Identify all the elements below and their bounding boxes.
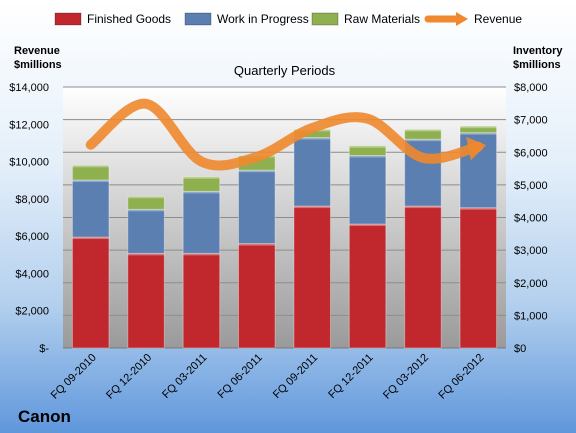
bar-highlight (183, 253, 220, 256)
legend-arrow (456, 12, 468, 26)
bar-highlight (404, 129, 442, 132)
bar-highlight (72, 165, 109, 168)
revenue-line (85, 98, 484, 171)
left-tick-label: $12,000 (9, 119, 49, 131)
bar-work-in-progress (238, 169, 276, 245)
x-axis-ticks: FQ 09-2010 FQ 12-2010 FQ 03-2011 FQ 06-2011… (49, 352, 487, 402)
left-tick-label: $10,000 (9, 157, 49, 169)
left-tick-label: $- (39, 343, 49, 355)
bar-highlight (460, 132, 497, 135)
right-tick-label: $7,000 (514, 115, 548, 127)
right-tick-label: $2,000 (514, 278, 548, 290)
x-tick-label: FQ 03-2012 (381, 352, 431, 402)
bar-highlight (127, 253, 165, 256)
x-tick-label: FQ 12-2010 (104, 352, 154, 402)
bar-highlight (293, 137, 331, 140)
bar-work-in-progress (348, 155, 387, 225)
bar-highlight (238, 243, 276, 246)
legend: Finished Goods Work in Progress Raw Materi… (54, 12, 522, 26)
right-axis-ticks: $0 $1,000 $2,000 $3,000 $4,000 $5,000 $6,000 $7… (514, 82, 548, 355)
right-axis-title: $millions (513, 59, 561, 71)
left-axis-ticks: $- $2,000 $4,000 $6,000 $8,000 $10,000 $12,000… (9, 82, 49, 355)
bar-highlight (460, 126, 497, 129)
bar-raw-materials (404, 128, 442, 140)
bar-raw-materials (127, 195, 165, 210)
revenue-line-group (85, 98, 487, 171)
bar-highlight (404, 139, 442, 142)
right-tick-label: $0 (514, 343, 526, 355)
bar-finished-goods (182, 252, 221, 349)
bar-highlight (127, 196, 165, 199)
bar-raw-materials (459, 125, 498, 134)
bar-highlight (238, 170, 276, 173)
bar-finished-goods (404, 205, 442, 349)
bar-work-in-progress (127, 208, 165, 254)
bar-work-in-progress (182, 190, 221, 254)
legend-label: Work in Progress (217, 12, 309, 26)
bar-finished-goods (293, 205, 331, 349)
x-tick-label: FQ 12-2011 (326, 352, 375, 401)
axis-titles: Revenue $millions Inventory $millions (14, 45, 563, 71)
bar-highlight (349, 155, 386, 158)
left-axis-title: $millions (14, 59, 62, 71)
right-tick-label: $4,000 (514, 213, 548, 225)
bar-highlight (72, 179, 109, 182)
left-axis-title: Revenue (14, 45, 60, 57)
left-tick-label: $2,000 (15, 306, 49, 318)
legend-label: Finished Goods (87, 12, 171, 26)
revenue-arrowhead (466, 136, 487, 161)
x-tick-label: FQ 06-2011 (216, 352, 265, 401)
x-tick-label: FQ 03-2011 (160, 352, 209, 401)
x-tick-label: FQ 06-2012 (436, 352, 486, 402)
bar-highlight (72, 237, 109, 240)
bar-finished-goods (348, 223, 387, 349)
bar-work-in-progress (293, 137, 331, 207)
bar-raw-materials (71, 164, 110, 181)
x-tick-label: FQ 09-2010 (49, 352, 99, 402)
bar-highlight (293, 206, 331, 209)
legend-swatch (311, 12, 339, 26)
bar-finished-goods (127, 252, 165, 349)
left-tick-label: $8,000 (15, 194, 49, 206)
right-tick-label: $8,000 (514, 82, 548, 94)
bar-highlight (460, 207, 497, 210)
bar-highlight (404, 206, 442, 209)
bar-highlight (349, 145, 386, 148)
right-tick-label: $6,000 (514, 147, 548, 159)
x-tick-label: FQ 09-2011 (271, 352, 320, 401)
bar-highlight (127, 209, 165, 212)
bar-finished-goods (71, 236, 110, 349)
left-tick-label: $6,000 (15, 231, 49, 243)
bar-highlight (183, 191, 220, 194)
left-tick-label: $4,000 (15, 268, 49, 280)
bar-finished-goods (459, 207, 498, 349)
bar-work-in-progress (71, 179, 110, 238)
bar-raw-materials (348, 145, 387, 157)
legend-label: Revenue (474, 12, 522, 26)
right-tick-label: $5,000 (514, 180, 548, 192)
right-axis-title: Inventory (513, 45, 563, 57)
legend-swatch (184, 12, 212, 26)
chart-title: Quarterly Periods (234, 63, 336, 78)
left-tick-label: $14,000 (9, 82, 49, 94)
bar-highlight (349, 224, 386, 227)
bar-highlight (183, 176, 220, 179)
bar-finished-goods (238, 243, 276, 349)
right-tick-label: $1,000 (514, 310, 548, 322)
right-tick-label: $3,000 (514, 245, 548, 257)
legend-swatch (54, 12, 82, 26)
bar-raw-materials (182, 176, 221, 192)
legend-label: Raw Materials (344, 12, 420, 26)
bars (71, 125, 498, 349)
company-name: Canon (18, 407, 71, 426)
